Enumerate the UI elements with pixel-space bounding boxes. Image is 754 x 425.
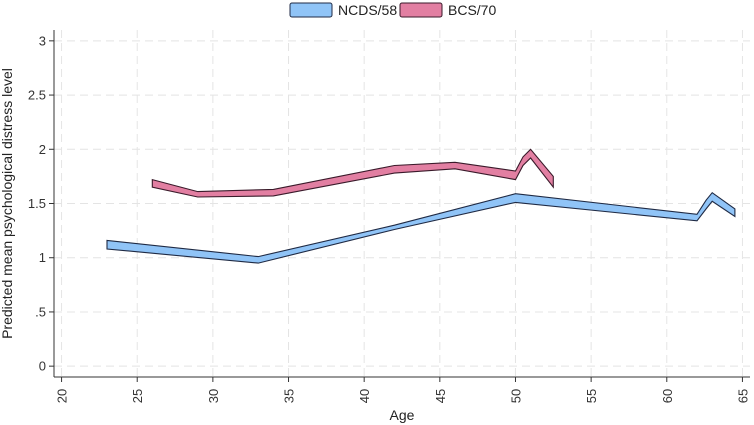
y-tick-label-3: 3 — [39, 33, 46, 48]
series-bands — [106, 148, 736, 264]
y-axis-title: Predicted mean psychological distress le… — [0, 68, 15, 339]
y-tick-label-1.5: 1.5 — [28, 196, 46, 211]
legend: NCDS/58 BCS/70 — [289, 2, 496, 18]
legend-swatch-ncds58 — [289, 2, 333, 18]
x-tick-label-20: 20 — [55, 389, 70, 403]
axes — [49, 30, 750, 382]
series-band-bcs70 — [151, 148, 554, 198]
x-tick-label-30: 30 — [206, 389, 221, 403]
x-tick-label-40: 40 — [357, 389, 372, 403]
x-axis-title: Age — [390, 407, 415, 423]
x-tick-label-65: 65 — [735, 389, 750, 403]
x-tick-label-60: 60 — [660, 389, 675, 403]
legend-label-bcs70: BCS/70 — [448, 2, 496, 18]
y-tick-label-0: 0 — [39, 359, 46, 374]
legend-label-ncds58: NCDS/58 — [338, 2, 397, 18]
y-tick-labels: 0 .5 1 1.5 2 2.5 3 — [28, 33, 46, 373]
gridlines — [54, 30, 750, 377]
x-tick-label-50: 50 — [508, 389, 523, 403]
x-tick-label-35: 35 — [282, 389, 297, 403]
x-tick-labels: 20 25 30 35 40 45 50 55 60 65 — [55, 389, 751, 403]
y-tick-label-2: 2 — [39, 142, 46, 157]
series-band-ncds58 — [106, 191, 736, 264]
x-tick-label-45: 45 — [433, 389, 448, 403]
x-tick-label-55: 55 — [584, 389, 599, 403]
y-tick-label-1: 1 — [39, 250, 46, 265]
x-tick-label-25: 25 — [130, 389, 145, 403]
y-tick-label-0.5: .5 — [35, 304, 46, 319]
legend-swatch-bcs70 — [399, 2, 443, 18]
y-tick-label-2.5: 2.5 — [28, 88, 46, 103]
